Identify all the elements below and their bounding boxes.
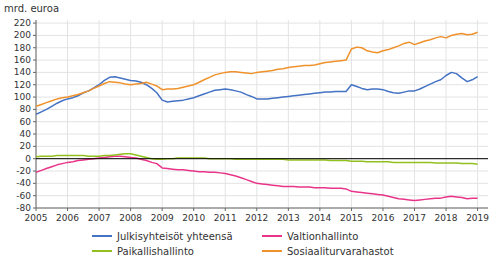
grid-line-y — [36, 146, 488, 147]
grid-line-y — [36, 23, 488, 24]
legend-label: Valtionhallinto — [287, 231, 358, 242]
grid-line-x — [319, 20, 320, 208]
tick-label-y: -20 — [16, 166, 31, 176]
axis-line-x — [36, 208, 488, 209]
tick-label-x: 2019 — [466, 213, 489, 223]
tick-label-x: 2011 — [214, 213, 237, 223]
legend-swatch — [262, 235, 282, 237]
legend-label: Sosiaaliturvarahastot — [287, 246, 394, 257]
axes: -80 -60 -40 -20 0 20 40 60 80 100 120 140 160 180 200 2… — [14, 18, 490, 223]
grid-line-y — [36, 97, 488, 98]
tick-label-y: -40 — [16, 178, 31, 188]
grid-line-x — [382, 20, 383, 208]
tick-label-x: 2008 — [119, 213, 142, 223]
legend-swatch — [262, 250, 282, 252]
tick-label-y: 140 — [14, 67, 31, 77]
series-line — [36, 32, 478, 106]
legend-swatch — [92, 235, 112, 237]
grid-line-x — [193, 20, 194, 208]
tick-label-x: 2014 — [308, 213, 331, 223]
series-line — [36, 72, 478, 114]
tick-label-y: 20 — [20, 141, 32, 151]
legend-swatch — [92, 250, 112, 252]
grid-line-y — [36, 195, 488, 196]
legend-label: Julkisyhteisöt yhteensä — [116, 231, 233, 242]
y-label: mrd. euroa — [4, 3, 59, 14]
tick-label-x: 2018 — [435, 213, 458, 223]
grid-line-y — [36, 60, 488, 61]
tick-label-y: 180 — [14, 43, 31, 53]
grid-line-y — [36, 35, 488, 36]
tick-label-x: 2015 — [340, 213, 363, 223]
tick-label-y: 80 — [20, 104, 32, 114]
tick-label-y: 160 — [14, 55, 31, 65]
legend-label: Paikallishallinto — [117, 246, 194, 257]
tick-label-x: 2005 — [25, 213, 48, 223]
tick-label-x: 2012 — [245, 213, 268, 223]
grid-line-y — [36, 47, 488, 48]
tick-label-y: 40 — [20, 129, 32, 139]
tick-label-y: -60 — [16, 191, 31, 201]
tick-label-y: -80 — [16, 203, 31, 213]
tick-label-y: 60 — [20, 117, 32, 127]
legend: Julkisyhteisöt yhteensä Valtionhallinto Pa… — [92, 231, 394, 257]
tick-label-x: 2016 — [372, 213, 395, 223]
grid-line-y — [36, 171, 488, 172]
grid-line-y — [36, 208, 488, 209]
tick-label-x: 2007 — [88, 213, 111, 223]
grid — [36, 20, 488, 208]
chart: -80 -60 -40 -20 0 20 40 60 80 100 120 140 160 180 200 2… — [0, 0, 500, 260]
grid-line-y — [36, 158, 488, 159]
grid-line-x — [67, 20, 68, 208]
grid-line-x — [225, 20, 226, 208]
tick-label-x: 2013 — [277, 213, 300, 223]
grid-line-x — [256, 20, 257, 208]
tick-label-y: 220 — [14, 18, 31, 28]
grid-line-x — [414, 20, 415, 208]
tick-label-y: 0 — [25, 154, 31, 164]
grid-line-x — [162, 20, 163, 208]
grid-line-x — [130, 20, 131, 208]
grid-line-y — [36, 109, 488, 110]
grid-line-y — [36, 121, 488, 122]
tick-label-x: 2010 — [182, 213, 205, 223]
grid-line-x — [99, 20, 100, 208]
plot-area — [36, 32, 478, 200]
tick-label-y: 120 — [14, 80, 31, 90]
grid-line-x — [446, 20, 447, 208]
tick-label-y: 100 — [14, 92, 31, 102]
tick-label-x: 2017 — [403, 213, 426, 223]
tick-label-y: 200 — [14, 30, 31, 40]
grid-line-x — [477, 20, 478, 208]
tick-label-x: 2006 — [56, 213, 79, 223]
tick-label-x: 2009 — [151, 213, 174, 223]
grid-line-y — [36, 134, 488, 135]
grid-line-x — [288, 20, 289, 208]
zero-line — [36, 158, 488, 159]
